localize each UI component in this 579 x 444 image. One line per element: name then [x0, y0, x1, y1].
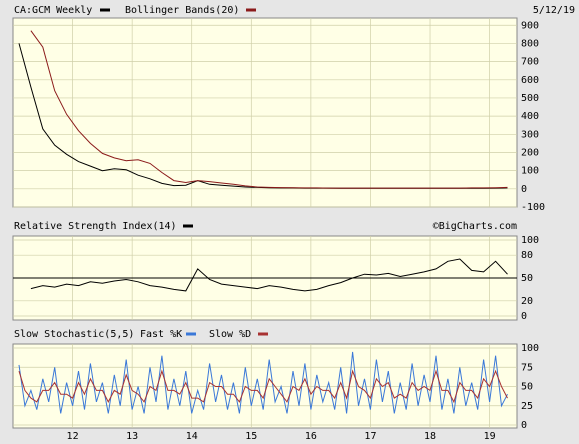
- legend-label: Slow %D: [209, 329, 251, 340]
- y-tick-label: -100: [521, 202, 545, 213]
- y-tick-label: 20: [521, 296, 533, 307]
- x-tick-label: 14: [186, 431, 198, 442]
- plot-area: [12, 17, 518, 208]
- panel-note: ©BigCharts.com: [433, 221, 517, 232]
- legend-swatch: [186, 332, 196, 336]
- panel-title: Slow Stochastic(5,5): [14, 329, 134, 340]
- legend-label: CA:GCM Weekly: [14, 5, 92, 16]
- y-tick-label: 300: [521, 129, 539, 140]
- y-tick-label: 100: [521, 166, 539, 177]
- legend-swatch: [100, 8, 110, 12]
- x-tick-label: 17: [364, 431, 376, 442]
- y-tick-label: 0: [521, 184, 527, 195]
- y-tick-label: 100: [521, 343, 539, 354]
- y-tick-label: 900: [521, 20, 539, 31]
- legend-swatch: [246, 8, 256, 12]
- series-line: [30, 258, 508, 292]
- legend-swatch: [258, 332, 268, 336]
- x-tick-label: 16: [305, 431, 317, 442]
- legend-label: Fast %K: [140, 329, 182, 340]
- y-tick-label: 200: [521, 147, 539, 158]
- x-tick-label: 18: [424, 431, 436, 442]
- plot-area: [12, 343, 518, 429]
- x-tick-label: 15: [245, 431, 257, 442]
- series-line: [18, 351, 508, 414]
- panel-note: 5/12/19: [533, 5, 575, 16]
- x-tick-label: 12: [67, 431, 79, 442]
- y-tick-label: 500: [521, 93, 539, 104]
- x-tick-label: 19: [484, 431, 496, 442]
- y-tick-label: 80: [521, 250, 533, 261]
- legend-label: Bollinger Bands(20): [125, 5, 239, 16]
- y-tick-label: 50: [521, 382, 533, 393]
- y-tick-label: 100: [521, 235, 539, 246]
- y-tick-label: 75: [521, 362, 533, 373]
- y-tick-label: 25: [521, 401, 533, 412]
- y-tick-label: 600: [521, 75, 539, 86]
- y-tick-label: 400: [521, 111, 539, 122]
- y-tick-label: 0: [521, 311, 527, 322]
- y-tick-label: 800: [521, 38, 539, 49]
- y-tick-label: 700: [521, 57, 539, 68]
- x-tick-label: 13: [126, 431, 138, 442]
- series-line: [18, 369, 508, 404]
- legend-swatch: [183, 224, 193, 228]
- legend-label: Relative Strength Index(14): [14, 221, 177, 232]
- y-tick-label: 0: [521, 420, 527, 431]
- y-tick-label: 50: [521, 273, 533, 284]
- series-line: [30, 30, 508, 189]
